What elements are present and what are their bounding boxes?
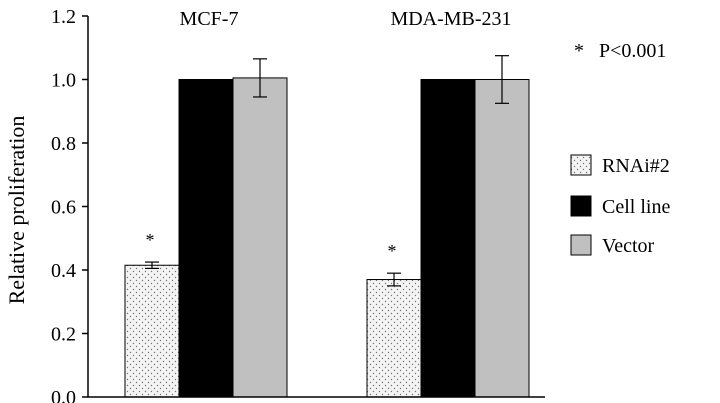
bars (124, 77, 530, 398)
y-axis-ticks: 0.0 0.2 0.4 0.6 0.8 1.0 1.2 (51, 6, 88, 403)
y-tick-label: 0.4 (51, 260, 76, 282)
group-labels: MCF-7 MDA-MB-231 (180, 8, 512, 30)
group-label: MCF-7 (180, 8, 239, 30)
legend-label: Cell line (602, 196, 670, 218)
bar-cell-line-2 (420, 79, 476, 398)
significance-star: * (146, 230, 155, 250)
group-label: MDA-MB-231 (390, 8, 511, 30)
legend-swatch (570, 234, 592, 256)
bar-vector-1 (232, 77, 288, 398)
legend-swatch (570, 195, 592, 217)
bar-rnai-2-2 (366, 279, 422, 398)
y-tick-label: 1.0 (51, 70, 76, 92)
legend-swatch (570, 154, 592, 176)
bar-vector-2 (474, 79, 530, 398)
y-tick-label: 1.2 (51, 6, 76, 28)
significance-star: * (388, 241, 397, 261)
legend-label: Vector (602, 235, 655, 257)
y-tick-label: 0.0 (51, 387, 76, 403)
significance-note: * P<0.001 (574, 40, 666, 62)
significance-markers: ** (146, 230, 397, 261)
y-tick-label: 0.6 (51, 197, 76, 219)
legend: RNAi#2 Cell line Vector (570, 154, 670, 257)
y-tick-label: 0.2 (51, 324, 76, 346)
error-bars (145, 55, 509, 287)
legend-label: RNAi#2 (602, 155, 670, 177)
y-tick-label: 0.8 (51, 133, 76, 155)
y-axis-title: Relative proliferation (4, 116, 29, 305)
bar-cell-line-1 (178, 79, 234, 398)
bar-rnai-2-1 (124, 264, 180, 398)
